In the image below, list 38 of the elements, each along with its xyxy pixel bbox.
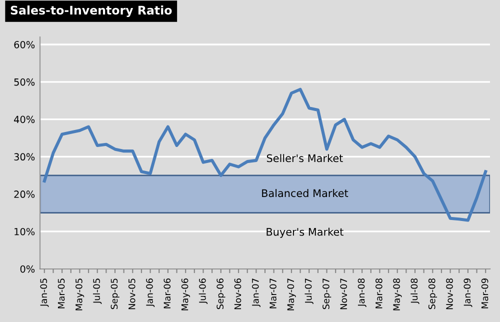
band-label: Balanced Market — [262, 189, 348, 198]
x-tick-label: Jan-08 — [358, 278, 366, 308]
x-tick-label: May-06 — [181, 278, 190, 310]
x-tick-label: Mar-09 — [481, 278, 488, 308]
y-tick-label: 60% — [14, 40, 35, 48]
y-tick-label: 30% — [14, 153, 35, 161]
x-tick-label: Jul-05 — [92, 278, 102, 304]
line-series — [42, 88, 488, 222]
x-tick-label: Mar-08 — [375, 278, 382, 308]
y-tick-label: 0% — [20, 265, 35, 273]
y-tick-label: 40% — [14, 116, 35, 124]
x-tick-label: Jul-07 — [304, 278, 314, 304]
annotation: Buyer's Market — [266, 228, 344, 238]
annotation: Seller's Market — [266, 154, 343, 162]
y-tick-label: 10% — [14, 228, 35, 236]
x-tick-label: Nov-06 — [234, 278, 242, 310]
x-tick-label: Sep-07 — [322, 278, 332, 310]
x-tick-label: Jul-08 — [410, 278, 420, 304]
x-tick-label: Jan-06 — [146, 278, 155, 308]
x-tick-label: Jan-05 — [40, 278, 49, 308]
x-tick-label: May-05 — [75, 278, 84, 310]
x-tick-label: Mar-07 — [270, 278, 276, 308]
x-tick-label: Jan-09 — [464, 278, 472, 308]
x-tick-label: Sep-05 — [110, 278, 120, 310]
y-tick-label: 20% — [14, 190, 35, 198]
x-tick-label: Jan-07 — [252, 278, 260, 308]
x-tick-label: Mar-05 — [58, 278, 65, 308]
x-tick-label: Nov-08 — [446, 278, 453, 310]
x-tick-label: May-07 — [287, 278, 296, 310]
x-tick-label: Nov-05 — [128, 278, 136, 310]
chart-title: Sales-to-Inventory Ratio — [10, 6, 172, 18]
x-tick-label: Nov-07 — [340, 278, 348, 310]
x-tick-label: May-08 — [393, 278, 402, 310]
x-tick-label: Mar-06 — [164, 278, 171, 308]
x-tick-label: Jul-06 — [198, 278, 208, 304]
y-tick-label: 50% — [14, 78, 35, 86]
x-tick-label: Sep-08 — [428, 278, 438, 310]
x-tick-label: Sep-06 — [216, 278, 226, 310]
